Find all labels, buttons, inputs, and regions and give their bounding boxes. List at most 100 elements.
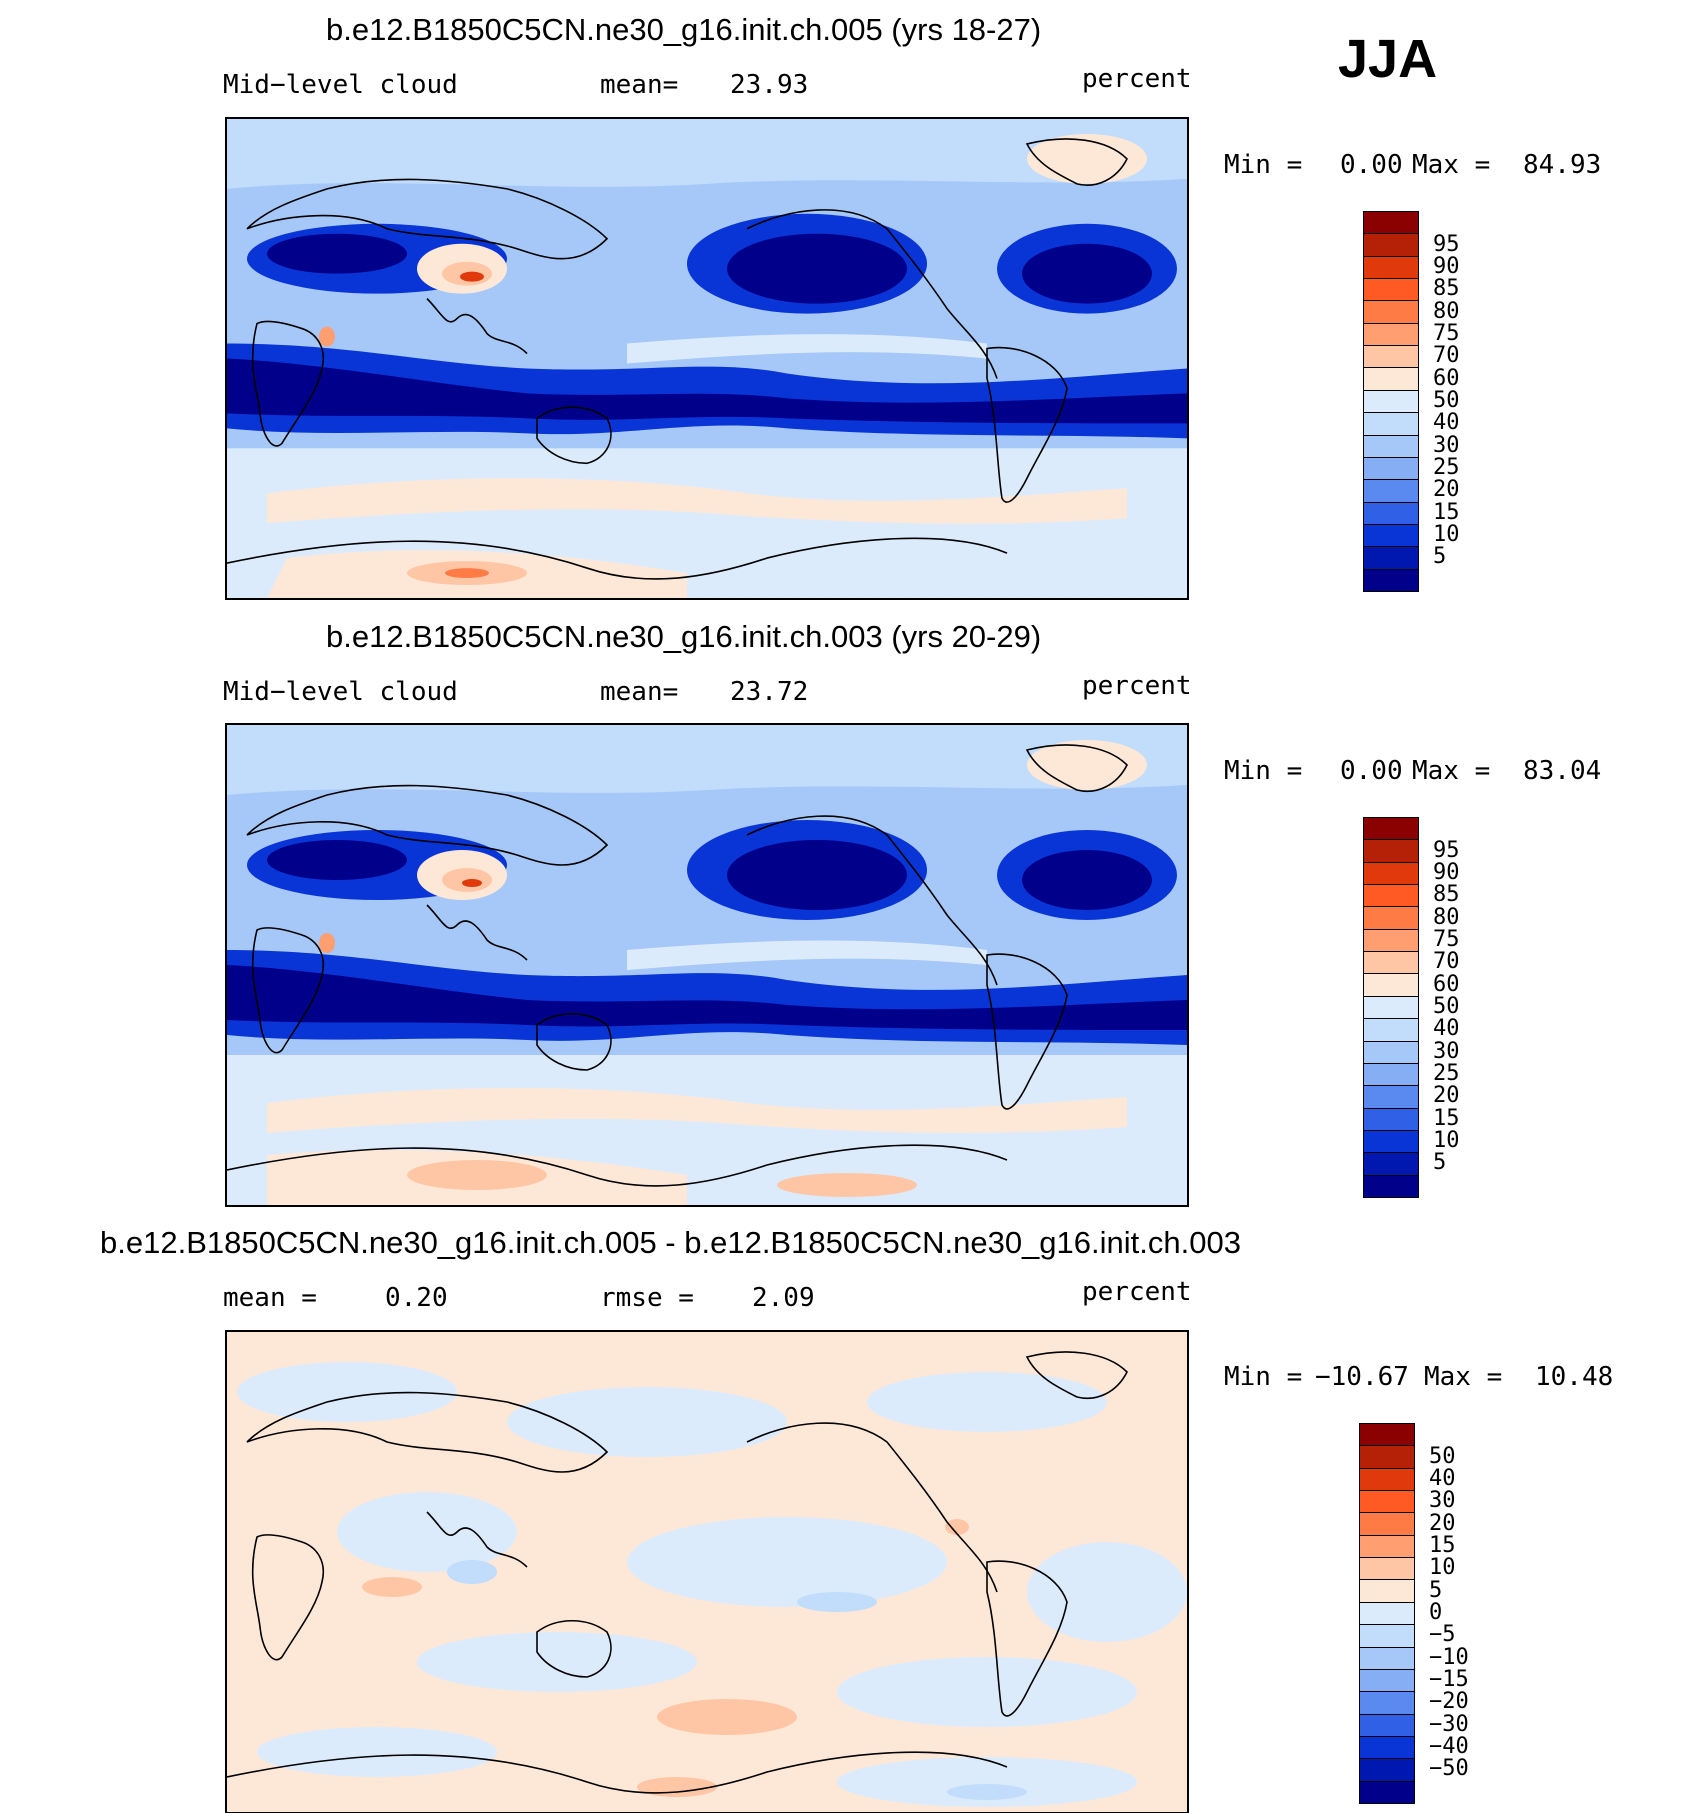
colorbar-tick-label: 50 bbox=[1429, 1443, 1456, 1469]
colorbar-tick-label: 70 bbox=[1433, 949, 1460, 975]
colorbar-swatch bbox=[1363, 861, 1419, 886]
panel-1-variable-label: Mid−level cloud bbox=[223, 70, 458, 100]
colorbar-swatch bbox=[1363, 1129, 1419, 1154]
colorbar-swatch bbox=[1363, 278, 1419, 302]
colorbar-swatch bbox=[1359, 1601, 1415, 1626]
colorbar-swatch bbox=[1359, 1691, 1415, 1715]
colorbar-swatch bbox=[1359, 1735, 1415, 1760]
panel-1-max-label: Max = bbox=[1412, 150, 1491, 180]
colorbar-tick-label: 5 bbox=[1429, 1577, 1443, 1603]
colorbar-tick-label: 5 bbox=[1433, 1150, 1447, 1176]
colorbar-tick-label: −50 bbox=[1429, 1756, 1469, 1782]
panel-1-mean-label: mean= bbox=[600, 70, 679, 100]
panel-3-map-field bbox=[227, 1332, 1187, 1812]
panel-3-min-label: Min = bbox=[1224, 1362, 1303, 1392]
panel-2-min-value: 0.00 bbox=[1340, 756, 1403, 786]
colorbar-tick-label: 10 bbox=[1433, 1128, 1460, 1154]
panel-2-max-value: 83.04 bbox=[1523, 756, 1602, 786]
panel-3-map bbox=[225, 1330, 1189, 1813]
panel-1-units: percent bbox=[1082, 64, 1192, 94]
panel-2-mean-value: 23.72 bbox=[730, 677, 809, 707]
colorbar-swatch bbox=[1363, 345, 1419, 369]
colorbar-tick-label: 15 bbox=[1429, 1532, 1456, 1558]
season-label: JJA bbox=[1338, 29, 1438, 89]
colorbar-swatch bbox=[1359, 1780, 1415, 1804]
panel-2-map bbox=[225, 723, 1189, 1207]
colorbar-tick-label: 15 bbox=[1433, 1105, 1460, 1131]
panel-2-max-label: Max = bbox=[1412, 756, 1491, 786]
colorbar-swatch bbox=[1359, 1557, 1415, 1581]
colorbar-tick-label: −15 bbox=[1429, 1667, 1469, 1693]
colorbar-swatch bbox=[1363, 995, 1419, 1020]
colorbar-tick-label: 50 bbox=[1433, 994, 1460, 1019]
panel-2-map-field bbox=[227, 725, 1187, 1205]
colorbar-tick-label: −30 bbox=[1429, 1711, 1469, 1737]
panel-2-mean-label: mean= bbox=[600, 677, 679, 707]
colorbar-swatch bbox=[1363, 1085, 1419, 1109]
panel-3-rmse-value: 2.09 bbox=[752, 1283, 815, 1313]
colorbar-tick-label: 85 bbox=[1433, 276, 1460, 302]
panel-2-units: percent bbox=[1082, 671, 1192, 701]
panel-1-min-value: 0.00 bbox=[1340, 150, 1403, 180]
colorbar-tick-label: 30 bbox=[1433, 432, 1460, 458]
panel-1-mean-value: 23.93 bbox=[730, 70, 809, 100]
colorbar-swatch bbox=[1363, 1152, 1419, 1176]
colorbar-swatch bbox=[1359, 1713, 1415, 1737]
panel-2-colorbar: 95 90 85 80 75 70 60 50 40 30 25 20 15 10 5 bbox=[1363, 817, 1460, 1198]
colorbar-tick-label: 10 bbox=[1433, 522, 1460, 548]
colorbar-tick-label: −20 bbox=[1429, 1689, 1469, 1715]
colorbar-tick-label: 85 bbox=[1433, 882, 1460, 908]
colorbar-swatch bbox=[1363, 1174, 1419, 1198]
colorbar-tick-label: 70 bbox=[1433, 343, 1460, 369]
colorbar-swatch bbox=[1359, 1624, 1415, 1648]
panel-3-title: b.e12.B1850C5CN.ne30_g16.init.ch.005 - b… bbox=[100, 1225, 1241, 1260]
colorbar-swatch bbox=[1363, 1107, 1419, 1131]
colorbar-swatch bbox=[1363, 1018, 1419, 1042]
colorbar-swatch bbox=[1363, 1062, 1419, 1087]
colorbar-tick-label: 95 bbox=[1433, 837, 1460, 863]
colorbar-tick-label: 10 bbox=[1429, 1555, 1456, 1581]
colorbar-swatch bbox=[1359, 1490, 1415, 1514]
colorbar-swatch bbox=[1363, 546, 1419, 570]
colorbar-swatch bbox=[1363, 479, 1419, 503]
colorbar-tick-label: 0 bbox=[1429, 1600, 1443, 1625]
colorbar-swatch bbox=[1359, 1668, 1415, 1693]
colorbar-swatch bbox=[1363, 884, 1419, 908]
panel-2-min-label: Min = bbox=[1224, 756, 1303, 786]
colorbar-swatch bbox=[1363, 367, 1419, 391]
panel-3-colorbar: 50 40 30 20 15 10 5 0 −5 −10 −15 −20 −30 −40 −50 bbox=[1359, 1423, 1469, 1804]
colorbar-swatch bbox=[1363, 501, 1419, 525]
colorbar-swatch bbox=[1363, 951, 1419, 975]
panel-1-map bbox=[225, 117, 1189, 600]
panel-3-max-label: Max = bbox=[1424, 1362, 1503, 1392]
colorbar-swatch bbox=[1363, 523, 1419, 548]
colorbar-tick-label: 90 bbox=[1433, 859, 1460, 885]
colorbar-swatch bbox=[1363, 817, 1419, 841]
colorbar-swatch bbox=[1363, 928, 1419, 953]
panel-3-rmse-label: rmse = bbox=[600, 1283, 694, 1313]
colorbar-swatch bbox=[1363, 568, 1419, 592]
panel-2-variable-label: Mid−level cloud bbox=[223, 677, 458, 707]
colorbar-tick-label: 20 bbox=[1433, 1083, 1460, 1109]
panel-1-max-value: 84.93 bbox=[1523, 150, 1602, 180]
colorbar-tick-label: 50 bbox=[1433, 388, 1460, 413]
colorbar-tick-label: 60 bbox=[1433, 971, 1460, 997]
colorbar-tick-label: 40 bbox=[1433, 1016, 1460, 1042]
colorbar-swatch bbox=[1363, 973, 1419, 997]
panel-1-map-field bbox=[227, 119, 1187, 598]
colorbar-swatch bbox=[1359, 1512, 1415, 1536]
panel-3-mean-value: 0.20 bbox=[385, 1283, 448, 1313]
colorbar-tick-label: 15 bbox=[1433, 499, 1460, 525]
colorbar-swatch bbox=[1363, 1040, 1419, 1064]
panel-1-colorbar: 95 90 85 80 75 70 60 50 40 30 25 20 15 10 5 bbox=[1363, 211, 1460, 592]
colorbar-tick-label: 30 bbox=[1429, 1488, 1456, 1514]
colorbar-swatch bbox=[1363, 300, 1419, 324]
colorbar-tick-label: 20 bbox=[1429, 1510, 1456, 1536]
colorbar-tick-label: 20 bbox=[1433, 477, 1460, 503]
colorbar-tick-label: 90 bbox=[1433, 253, 1460, 279]
colorbar-tick-label: 80 bbox=[1433, 298, 1460, 324]
colorbar-swatch bbox=[1363, 255, 1419, 280]
colorbar-tick-label: 25 bbox=[1433, 1061, 1460, 1087]
colorbar-swatch bbox=[1363, 389, 1419, 414]
